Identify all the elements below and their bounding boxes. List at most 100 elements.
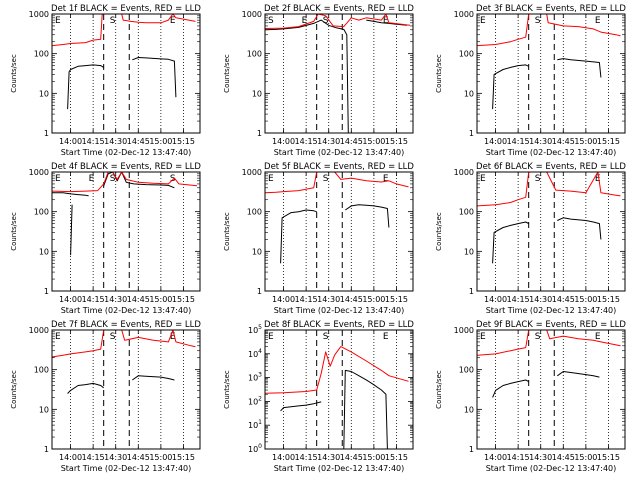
y-tick-label: 100 xyxy=(459,366,474,375)
lld-series-line xyxy=(334,171,409,188)
y-tick-label: 10 xyxy=(252,247,262,256)
lld-series-line xyxy=(121,13,196,24)
lld-series-line xyxy=(265,346,409,394)
y-tick-label: 1000 xyxy=(454,10,474,19)
x-tick-label: 14:45 xyxy=(340,137,363,146)
events-series-line xyxy=(345,204,390,228)
panel-title: Det 2f BLACK = Events, RED = LLD xyxy=(264,4,414,14)
panel-det-4: Det 4f BLACK = Events, RED = LLD Counts/s… xyxy=(10,162,201,315)
panel-det-9: Det 9f BLACK = Events, RED = LLD Counts/s… xyxy=(435,320,626,473)
events-series-line xyxy=(132,57,177,98)
lld-series-line xyxy=(477,329,530,356)
events-series-line xyxy=(280,401,322,412)
y-tick-label: 103 xyxy=(248,372,262,383)
event-flag: E xyxy=(268,332,274,342)
y-axis-label: Counts/sec xyxy=(10,212,18,251)
x-tick-label: 15:15 xyxy=(172,295,195,304)
events-series-line xyxy=(492,221,529,264)
x-tick-label: 14:45 xyxy=(127,453,150,462)
panel-title: Det 1f BLACK = Events, RED = LLD xyxy=(51,4,201,14)
panel-title: Det 4f BLACK = Events, RED = LLD xyxy=(51,162,201,172)
x-tick-label: 14:45 xyxy=(552,453,575,462)
x-tick-label: 14:30 xyxy=(529,453,552,462)
panel-title: Det 7f BLACK = Events, RED = LLD xyxy=(51,320,201,330)
x-tick-label: 14:30 xyxy=(529,137,552,146)
x-axis-label: Start Time (02-Dec-12 13:47:40) xyxy=(486,306,617,315)
y-tick-label: 105 xyxy=(248,324,262,335)
event-flag: S xyxy=(535,16,541,26)
event-flag: E xyxy=(480,16,486,26)
y-tick-label: 1000 xyxy=(29,168,49,177)
events-series-line xyxy=(280,209,317,264)
x-tick-label: 14:15 xyxy=(507,295,530,304)
y-tick-label: 104 xyxy=(248,348,262,359)
panel-det-1: Det 1f BLACK = Events, RED = LLD Counts/s… xyxy=(10,4,201,157)
x-tick-label: 14:00 xyxy=(272,137,295,146)
event-flag: E xyxy=(55,174,61,184)
y-axis-label: Counts/sec xyxy=(223,212,231,251)
panel-det-7: Det 7f BLACK = Events, RED = LLD Counts/s… xyxy=(10,320,201,473)
x-tick-label: 14:00 xyxy=(484,453,507,462)
x-tick-label: 14:30 xyxy=(104,295,127,304)
plot-frame xyxy=(51,329,201,450)
y-tick-label: 1000 xyxy=(29,10,49,19)
x-tick-label: 14:15 xyxy=(295,295,318,304)
panel-title: Det 5f BLACK = Events, RED = LLD xyxy=(264,162,414,172)
x-tick-label: 15:15 xyxy=(172,137,195,146)
x-axis-label: Start Time (02-Dec-12 13:47:40) xyxy=(274,306,405,315)
y-axis-label: Counts/sec xyxy=(223,370,231,409)
event-flag: S xyxy=(323,16,329,26)
events-series-line xyxy=(52,192,89,197)
y-tick-label: 1000 xyxy=(29,326,49,335)
events-series-line xyxy=(366,19,408,26)
x-tick-label: 15:15 xyxy=(385,295,408,304)
event-flag: E xyxy=(480,174,486,184)
x-tick-label: 15:15 xyxy=(385,137,408,146)
event-flag: E xyxy=(595,16,601,26)
event-flag: E xyxy=(383,174,389,184)
lld-series-line xyxy=(52,329,105,358)
x-tick-label: 14:00 xyxy=(272,295,295,304)
event-flag: E xyxy=(595,174,601,184)
events-series-line xyxy=(67,382,105,394)
panel-title: Det 3f BLACK = Events, RED = LLD xyxy=(476,4,626,14)
x-tick-label: 14:15 xyxy=(82,295,105,304)
y-tick-label: 10 xyxy=(464,89,474,98)
x-tick-label: 14:45 xyxy=(340,295,363,304)
event-flag: E xyxy=(268,174,274,184)
event-flag: S xyxy=(323,174,329,184)
panel-title: Det 8f BLACK = Events, RED = LLD xyxy=(264,320,414,330)
x-axis-label: Start Time (02-Dec-12 13:47:40) xyxy=(274,464,405,473)
x-tick-label: 15:00 xyxy=(362,453,385,462)
event-flag: S xyxy=(110,174,116,184)
x-tick-label: 14:45 xyxy=(127,137,150,146)
lld-series-line xyxy=(121,329,196,348)
y-tick-label: 101 xyxy=(248,419,262,430)
events-series-line xyxy=(492,64,529,110)
x-tick-label: 14:30 xyxy=(317,453,340,462)
lld-series-line xyxy=(52,171,198,193)
y-tick-label: 1 xyxy=(469,445,474,454)
event-flag: S xyxy=(535,332,541,342)
y-tick-label: 1 xyxy=(469,129,474,138)
event-flag: S xyxy=(110,332,116,342)
panel-title: Det 6f BLACK = Events, RED = LLD xyxy=(476,162,626,172)
plot-frame xyxy=(51,13,201,134)
y-tick-label: 1000 xyxy=(242,10,262,19)
lld-series-line xyxy=(52,13,103,47)
event-flag: E xyxy=(170,16,176,26)
event-flag: S xyxy=(535,174,541,184)
events-series-line xyxy=(492,379,529,398)
events-series-line xyxy=(103,171,175,189)
x-tick-label: 14:30 xyxy=(317,295,340,304)
y-tick-label: 10 xyxy=(39,89,49,98)
plot-frame xyxy=(476,171,626,292)
y-tick-label: 100 xyxy=(34,208,49,217)
x-axis-label: Start Time (02-Dec-12 13:47:40) xyxy=(61,148,192,157)
event-flag: E xyxy=(383,16,389,26)
y-tick-label: 10 xyxy=(252,89,262,98)
x-axis-label: Start Time (02-Dec-12 13:47:40) xyxy=(486,148,617,157)
events-series-line xyxy=(265,19,349,134)
y-tick-label: 100 xyxy=(459,208,474,217)
